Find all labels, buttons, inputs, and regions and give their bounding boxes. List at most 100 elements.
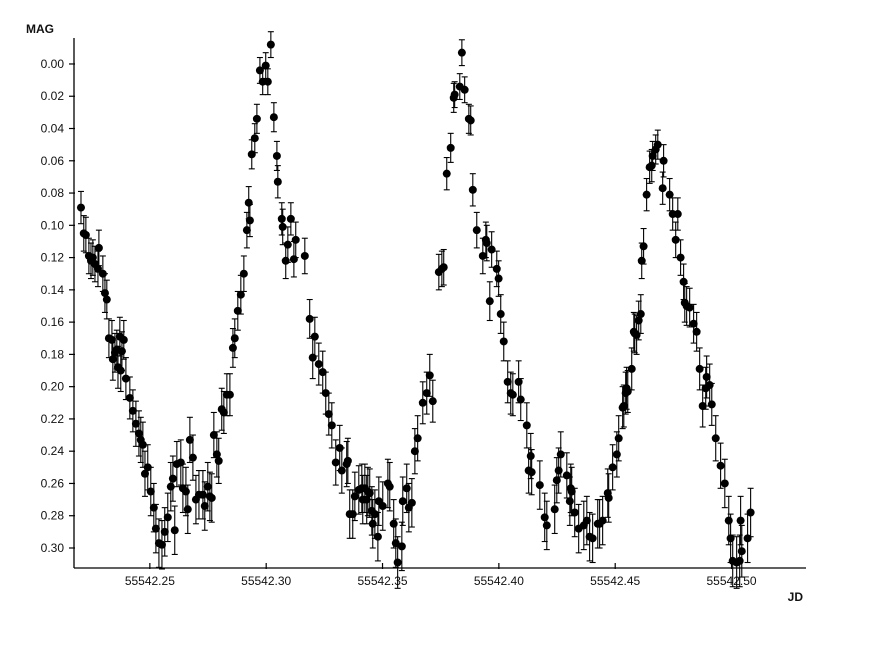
data-point [472, 226, 481, 235]
y-tick-label: 0.26 [41, 476, 65, 490]
x-tick-label: 55542.35 [357, 574, 407, 588]
data-point [407, 498, 416, 507]
y-tick-label: 0.06 [41, 154, 65, 168]
data-point [146, 487, 155, 496]
data-point [198, 490, 207, 499]
data-point [252, 114, 261, 123]
data-point [671, 235, 680, 244]
data-point [695, 364, 704, 373]
data-point [623, 387, 632, 396]
data-point [632, 331, 641, 340]
data-point [439, 263, 448, 272]
y-tick-label: 0.22 [41, 412, 65, 426]
data-point [450, 90, 459, 99]
y-tick-label: 0.16 [41, 315, 65, 329]
data-point [736, 516, 745, 525]
data-point [168, 474, 177, 483]
data-point [492, 264, 501, 273]
data-point [239, 269, 248, 278]
data-point [705, 381, 714, 390]
data-point [289, 255, 298, 264]
data-point [250, 134, 259, 143]
y-tick-label: 0.18 [41, 347, 65, 361]
data-point [151, 524, 160, 533]
data-point [121, 374, 130, 383]
data-point [278, 222, 287, 231]
data-point [373, 532, 382, 541]
data-point [200, 502, 209, 511]
data-point [281, 256, 290, 265]
data-point [397, 542, 406, 551]
data-point [331, 458, 340, 467]
data-point [188, 453, 197, 462]
data-point [93, 264, 102, 273]
data-point [166, 482, 175, 491]
data-point [225, 390, 234, 399]
data-point [163, 513, 172, 522]
data-point [233, 306, 242, 315]
y-tick-label: 0.12 [41, 251, 65, 265]
data-point [119, 335, 128, 344]
y-tick-label: 0.08 [41, 186, 65, 200]
data-point [207, 493, 216, 502]
x-tick-label: 55542.45 [590, 574, 640, 588]
data-point [157, 540, 166, 549]
data-point [314, 360, 323, 369]
data-point [526, 452, 535, 461]
data-point [176, 458, 185, 467]
data-point [277, 214, 286, 223]
data-point [368, 519, 377, 528]
data-point [636, 310, 645, 319]
data-point [604, 493, 613, 502]
data-point [676, 253, 685, 262]
data-point [245, 216, 254, 225]
data-point [485, 297, 494, 306]
data-point [418, 398, 427, 407]
data-point [410, 447, 419, 456]
data-point [310, 332, 319, 341]
data-point [170, 526, 179, 535]
x-tick-label: 55542.40 [474, 574, 524, 588]
data-point [428, 397, 437, 406]
data-point [707, 400, 716, 409]
data-point [508, 390, 517, 399]
data-point [516, 395, 525, 404]
data-point [711, 434, 720, 443]
data-point [305, 314, 314, 323]
data-point [209, 431, 218, 440]
data-point [653, 140, 662, 149]
data-point [425, 371, 434, 380]
data-point [343, 456, 352, 465]
data-points [76, 31, 755, 589]
data-point [236, 290, 245, 299]
data-point [487, 245, 496, 254]
data-point [286, 214, 295, 223]
data-point [143, 463, 152, 472]
data-point [76, 203, 85, 212]
data-point [393, 558, 402, 567]
data-point [242, 226, 251, 235]
data-point [442, 169, 451, 178]
data-point [466, 116, 475, 125]
data-point [398, 497, 407, 506]
data-point [556, 450, 565, 459]
data-point [716, 461, 725, 470]
data-point [94, 243, 103, 252]
data-point [720, 479, 729, 488]
data-point [324, 410, 333, 419]
data-point [527, 468, 536, 477]
data-point [422, 389, 431, 398]
data-point [327, 421, 336, 430]
data-point [673, 210, 682, 219]
data-point [273, 177, 282, 186]
data-point [457, 48, 466, 57]
data-point [308, 353, 317, 362]
y-tick-label: 0.02 [41, 89, 65, 103]
data-point [554, 466, 563, 475]
data-point [460, 85, 469, 94]
data-point [214, 456, 223, 465]
data-point [724, 516, 733, 525]
data-point [183, 505, 192, 514]
data-point [647, 161, 656, 170]
